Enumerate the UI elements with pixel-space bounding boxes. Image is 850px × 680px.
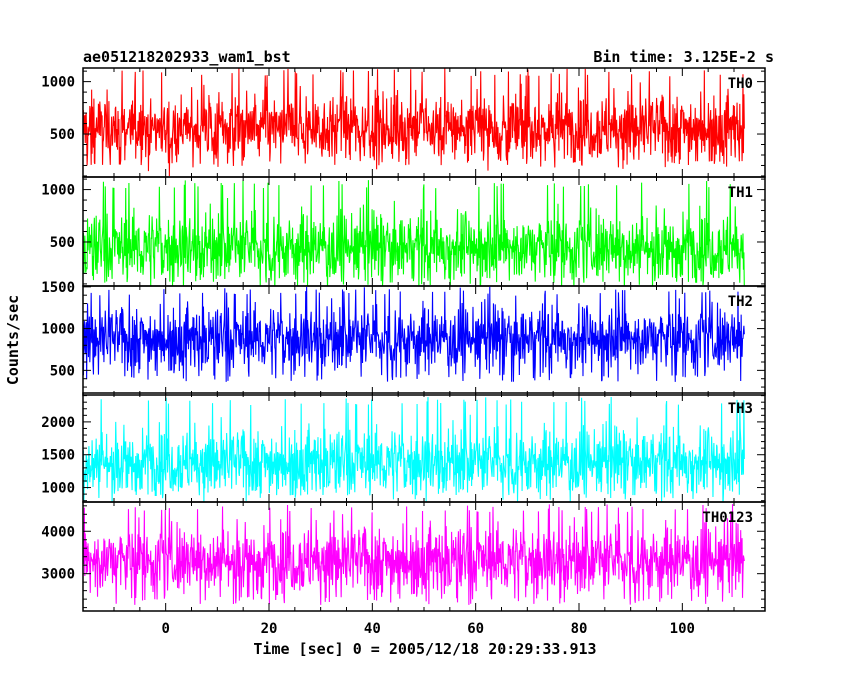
x-tick-label: 100 [670,621,695,637]
x-tick-label: 60 [467,621,484,637]
y-tick-label: 1000 [41,481,75,497]
x-axis-label: Time [sec] 0 = 2005/12/18 20:29:33.913 [253,640,596,658]
chart-title: ae051218202933_wam1_bst [83,48,291,66]
panel-th0: 500 1000 TH0 [41,67,766,178]
y-tick-label: 1000 [41,183,75,199]
series-label-th0: TH0 [728,76,753,92]
y-tick-label: 1500 [41,280,75,296]
y-tick-label: 500 [50,363,75,379]
y-tick-label: 1000 [41,75,75,91]
series-label-th3: TH3 [728,401,753,417]
series-line-th3 [83,396,745,502]
y-tick-label: 500 [50,235,75,251]
y-tick-label: 1500 [41,448,75,464]
y-tick-label: 2000 [41,415,75,431]
series-line-th1 [83,180,745,286]
x-tick-label: 40 [364,621,381,637]
panel-th2: 500 1000 1500 TH2 [41,280,766,396]
series-line-th0123 [83,504,745,605]
x-tick-label: 80 [571,621,588,637]
panel-th1: 500 1000 TH1 [41,176,766,287]
series-label-th0123: TH0123 [702,510,753,526]
series-line-th0 [83,68,745,176]
y-tick-label: 500 [50,127,75,143]
y-axis-label: Counts/sec [4,295,22,385]
series-label-th2: TH2 [728,294,753,310]
x-tick-label: 20 [261,621,278,637]
y-tick-label: 1000 [41,322,75,338]
bin-time-label: Bin time: 3.125E-2 s [593,48,774,66]
y-tick-label: 4000 [41,524,75,540]
y-tick-label: 3000 [41,567,75,583]
x-tick-label: 0 [161,621,169,637]
panel-th3: 1000 1500 2000 TH3 [41,392,766,503]
series-line-th2 [83,286,745,382]
panel-th0123: 3000 4000 TH0123 [41,501,766,612]
series-label-th1: TH1 [728,185,753,201]
